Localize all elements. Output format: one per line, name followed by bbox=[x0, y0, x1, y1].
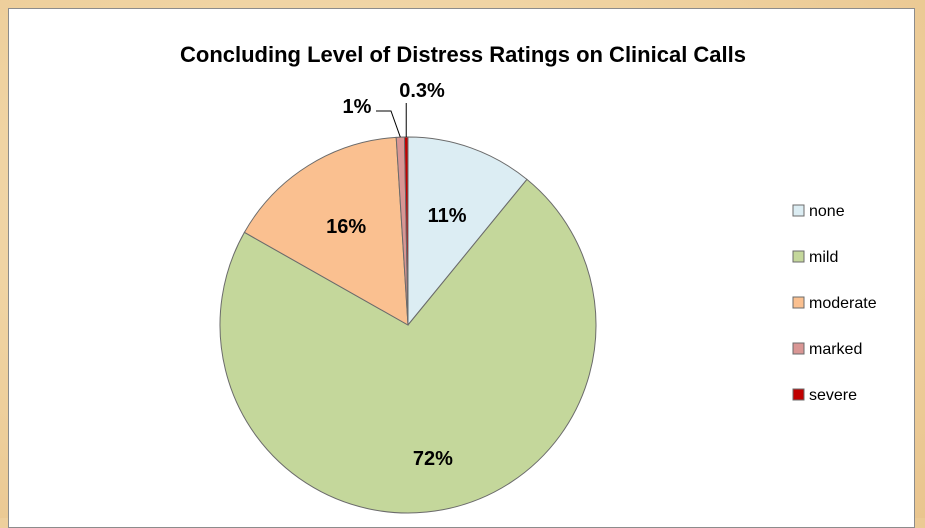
legend-label-none: none bbox=[809, 203, 845, 220]
legend-label-mild: mild bbox=[809, 249, 838, 266]
data-label-moderate: 16% bbox=[326, 216, 366, 238]
data-label-severe: 0.3% bbox=[399, 80, 445, 102]
pie-slice-none bbox=[407, 136, 528, 327]
legend-label-severe: severe bbox=[809, 387, 857, 404]
data-label-none: 11% bbox=[428, 205, 467, 227]
legend-label-moderate: moderate bbox=[809, 295, 877, 312]
data-label-marked: 1% bbox=[343, 96, 372, 118]
data-label-mild: 72% bbox=[413, 448, 453, 470]
chart-title: Concluding Level of Distress Ratings on … bbox=[180, 42, 746, 67]
legend-label-marked: marked bbox=[809, 341, 862, 358]
legend-swatch-none bbox=[792, 204, 805, 217]
legend: none mild moderate marked severe bbox=[792, 203, 877, 404]
leader-lines bbox=[376, 103, 407, 138]
legend-swatch-mild bbox=[792, 250, 805, 263]
pie-slices bbox=[219, 136, 597, 514]
legend-swatch-moderate bbox=[792, 296, 805, 309]
data-labels: 11% 72% 16% 1% 0.3% bbox=[326, 80, 467, 470]
chart-frame: Concluding Level of Distress Ratings on … bbox=[8, 8, 915, 528]
legend-swatch-severe bbox=[792, 388, 805, 401]
leader-line-marked bbox=[376, 110, 401, 138]
legend-swatch-marked bbox=[792, 342, 805, 355]
pie-slice-mild bbox=[219, 178, 597, 514]
pie-chart: Concluding Level of Distress Ratings on … bbox=[180, 42, 877, 514]
pie-slice-moderate bbox=[243, 136, 409, 326]
